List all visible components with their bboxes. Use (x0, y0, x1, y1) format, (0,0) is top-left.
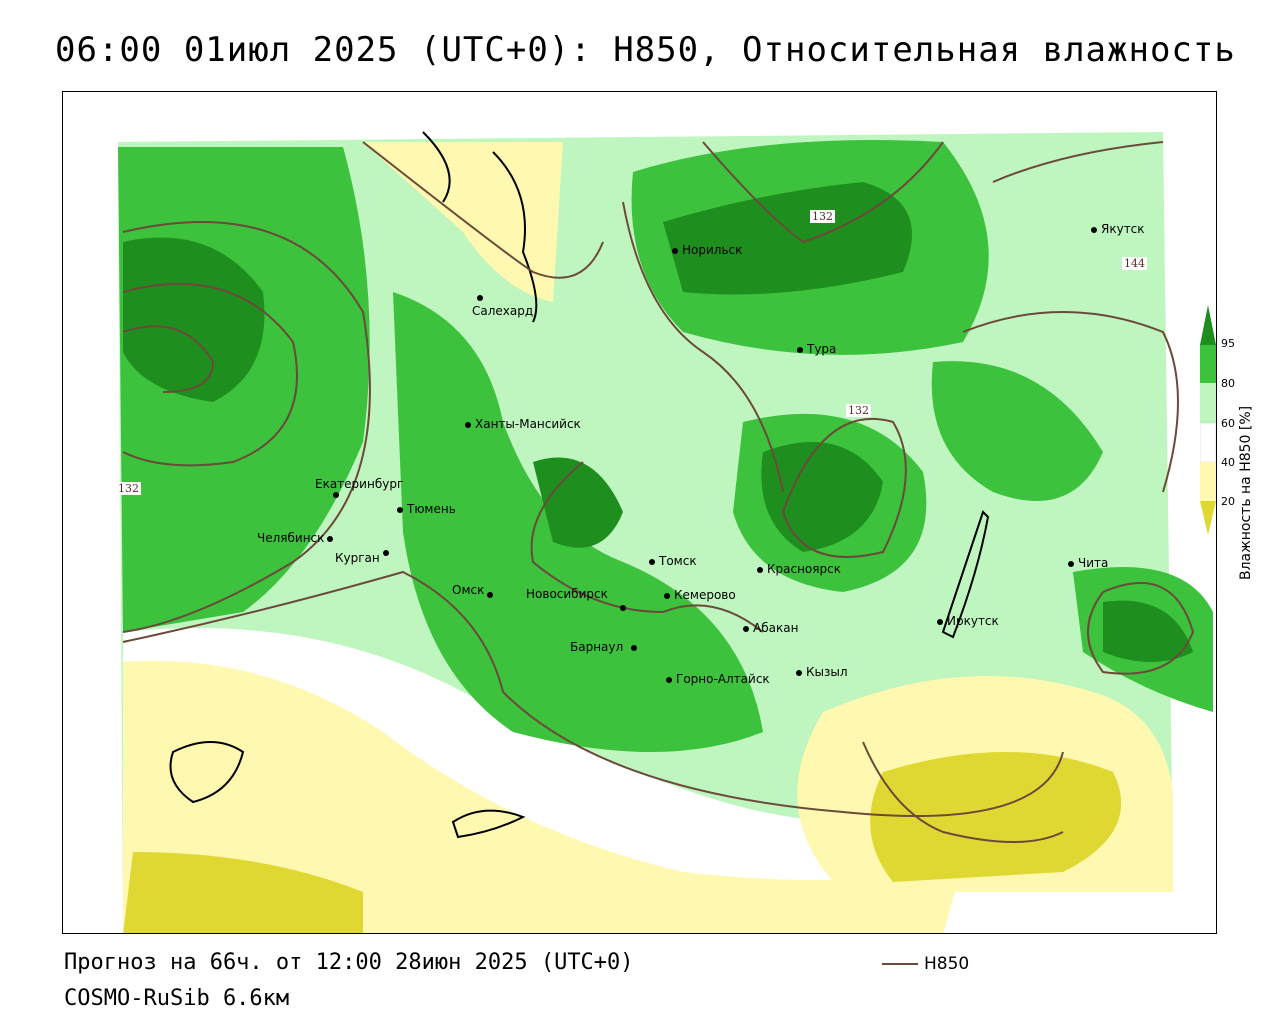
very-low-humidity-zone-west (123, 852, 363, 933)
city-marker: Норильск (672, 243, 742, 257)
city-dot (631, 644, 637, 651)
saturated-zone-krasnoyarsk (761, 442, 883, 552)
map-panel (62, 91, 1217, 934)
colorbar-swatch-80 (1200, 345, 1216, 383)
city-label: Якутск (1101, 222, 1145, 236)
humidity-map (63, 92, 1216, 933)
city-marker: Тура (797, 342, 836, 356)
city-marker: Якутск (1091, 222, 1145, 236)
city-marker: Абакан (743, 621, 798, 635)
city-dot (397, 506, 403, 513)
saturated-zone-west (123, 237, 265, 402)
colorbar-swatch-0 (1200, 501, 1216, 535)
colorbar-swatch-95 (1200, 305, 1216, 345)
colorbar-tick: 20 (1221, 495, 1235, 508)
city-dot (383, 549, 389, 556)
city-label: Кызыл (806, 665, 848, 679)
colorbar-tick: 60 (1221, 417, 1235, 430)
city-label: Барнаул (570, 640, 624, 654)
city-marker: Тюмень (397, 502, 456, 516)
city-dot (664, 592, 670, 599)
city-marker (477, 290, 487, 304)
city-label: Челябинск (257, 531, 325, 545)
city-dot (1091, 226, 1097, 233)
contour-label: 144 (1122, 257, 1147, 270)
city-label: Иркутск (947, 614, 999, 628)
h850-contours (122, 141, 1195, 843)
colorbar-swatch-40 (1200, 422, 1216, 463)
city-marker: Горно-Алтайск (666, 672, 770, 686)
city-marker: Кемерово (664, 588, 736, 602)
saturated-zone-north (663, 182, 912, 295)
city-dot (797, 346, 803, 353)
city-label: Тура (807, 342, 837, 356)
contour-label: 132 (846, 404, 871, 417)
city-marker: Иркутск (937, 614, 999, 628)
city-dot (757, 566, 763, 573)
city-dot (666, 676, 672, 683)
lake-baikal (941, 510, 990, 639)
city-dot (672, 247, 678, 254)
moist-zone-east (931, 361, 1103, 501)
colorbar-swatch-60 (1200, 383, 1216, 423)
very-low-humidity-zone (870, 752, 1122, 882)
city-dot (796, 669, 802, 676)
city-label: Чита (1078, 556, 1109, 570)
colorbar-tick: 95 (1221, 337, 1235, 350)
colorbar-tick: 40 (1221, 456, 1235, 469)
map-title: 06:00 01июл 2025 (UTC+0): H850, Относите… (55, 30, 1236, 70)
city-label: Ханты-Мансийск (475, 417, 581, 431)
contour-label: 132 (116, 482, 141, 495)
city-label: Кемерово (674, 588, 736, 602)
city-label: Салехард (472, 304, 534, 318)
city-dot (465, 421, 471, 428)
contour-label: 132 (810, 210, 835, 223)
caspian-sea (169, 741, 245, 804)
model-name: COSMO-RuSib 6.6км (64, 986, 290, 1011)
city-marker: Томск (649, 554, 697, 568)
city-marker: Ханты-Мансийск (465, 417, 581, 431)
city-marker (631, 640, 641, 654)
city-label: Абакан (753, 621, 799, 635)
city-dot (477, 294, 483, 301)
city-marker: Чита (1068, 556, 1108, 570)
city-label: Горно-Алтайск (676, 672, 770, 686)
contour-legend-label: H850 (924, 954, 970, 974)
city-marker (383, 545, 393, 559)
city-marker: Кызыл (796, 665, 848, 679)
city-label: Новосибирск (526, 587, 608, 601)
saturated-zone-chita (1103, 600, 1193, 662)
city-label: Красноярск (767, 562, 841, 576)
city-dot (1068, 560, 1074, 567)
low-humidity-zone-southwest (123, 660, 963, 933)
city-dot (327, 535, 333, 542)
forecast-info: Прогноз на 66ч. от 12:00 28июн 2025 (UTC… (64, 950, 634, 975)
moist-zone-central (393, 292, 763, 752)
humidity-colorbar (1200, 305, 1216, 535)
saturated-zone-central (533, 457, 623, 548)
city-dot (743, 625, 749, 632)
colorbar-tick: 80 (1221, 377, 1235, 390)
city-label: Омск (452, 583, 485, 597)
city-marker (487, 587, 497, 601)
coastline (422, 131, 538, 323)
city-dot (620, 604, 626, 611)
city-marker: Красноярск (757, 562, 841, 576)
city-dot (937, 618, 943, 625)
city-marker (620, 600, 630, 614)
city-dot (487, 591, 493, 598)
city-label: Курган (335, 551, 380, 565)
city-dot (649, 558, 655, 565)
colorbar-swatch-20 (1200, 462, 1216, 501)
city-label: Норильск (682, 243, 743, 257)
contour-legend-line (882, 963, 918, 965)
aral-sea (451, 809, 526, 839)
city-label: Екатеринбург (315, 477, 404, 491)
city-label: Томск (659, 554, 697, 568)
city-marker (327, 531, 337, 545)
city-dot (333, 491, 339, 498)
city-label: Тюмень (407, 502, 456, 516)
city-marker (333, 487, 343, 501)
colorbar-title: Влажность на H850 [%] (1238, 405, 1254, 580)
